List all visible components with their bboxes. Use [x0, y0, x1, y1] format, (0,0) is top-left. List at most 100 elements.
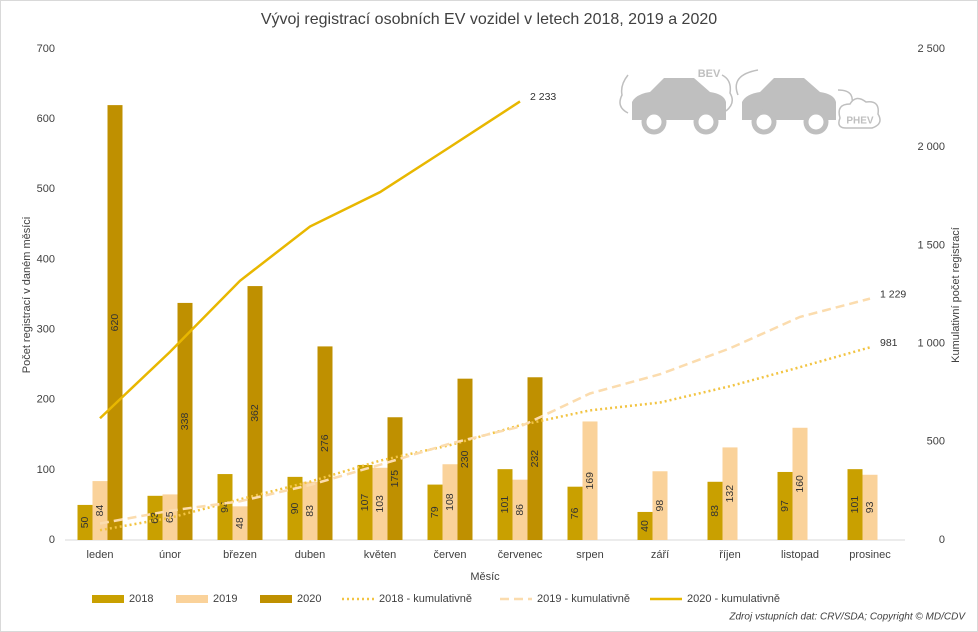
y2-tick-label: 1 000: [917, 338, 945, 350]
data-label: 90: [289, 502, 301, 514]
y2-tick-label: 2 000: [917, 141, 945, 153]
data-label: 97: [779, 500, 791, 512]
y-tick-label: 400: [37, 253, 55, 265]
y2-axis-label: Kumulativní počet registrací: [950, 227, 962, 363]
chart-title: Vývoj registrací osobních EV vozidel v l…: [261, 11, 717, 28]
y-tick-label: 600: [37, 113, 55, 125]
bar: [442, 464, 458, 540]
y-tick-label: 300: [37, 323, 55, 335]
bar: [147, 495, 163, 540]
data-label: 232: [529, 450, 541, 468]
data-label: 98: [654, 500, 666, 512]
bar: [512, 479, 528, 540]
x-tick-label: říjen: [719, 549, 740, 561]
data-label: 40: [639, 520, 651, 532]
bar: [77, 504, 93, 540]
bar: [372, 467, 388, 540]
bar: [92, 481, 108, 540]
bar: [792, 427, 808, 540]
bar: [302, 481, 318, 540]
bar: [357, 464, 373, 540]
x-tick-label: leden: [87, 549, 114, 561]
data-label: 83: [709, 505, 721, 517]
bar: [497, 469, 513, 540]
data-label: 169: [584, 472, 596, 490]
data-label: 94: [219, 501, 231, 513]
y2-tick-label: 2 500: [917, 43, 945, 55]
bar: [457, 378, 473, 540]
data-label: 362: [249, 404, 261, 422]
icon-label: PHEV: [846, 116, 874, 127]
data-label: 107: [359, 494, 371, 512]
data-label: 230: [459, 450, 471, 468]
x-tick-label: květen: [364, 549, 396, 561]
data-label: 1 229: [880, 288, 906, 300]
x-tick-label: únor: [159, 549, 181, 561]
y-tick-label: 100: [37, 464, 55, 476]
data-label: 93: [864, 501, 876, 513]
x-tick-label: září: [651, 549, 669, 561]
data-label: 981: [880, 337, 898, 349]
x-axis-label: Měsíc: [470, 571, 500, 583]
y-tick-label: 0: [49, 534, 55, 546]
x-tick-label: červen: [433, 549, 466, 561]
x-tick-label: prosinec: [849, 549, 891, 561]
bar: [862, 474, 878, 540]
data-label: 101: [499, 496, 511, 514]
data-label: 338: [179, 413, 191, 431]
data-label: 83: [304, 505, 316, 517]
legend-label: 2020: [297, 593, 321, 605]
data-label: 48: [234, 517, 246, 529]
legend-swatch: [92, 595, 124, 603]
bar: [177, 302, 193, 540]
icon-label: BEV: [698, 68, 721, 80]
data-label: 160: [794, 475, 806, 493]
x-tick-label: listopad: [781, 549, 819, 561]
data-label: 103: [374, 495, 386, 513]
x-tick-label: srpen: [576, 549, 604, 561]
legend-label: 2019: [213, 593, 237, 605]
line: [99, 100, 521, 420]
bar: [582, 421, 598, 540]
data-label: 108: [444, 493, 456, 511]
x-tick-label: duben: [295, 549, 326, 561]
bar: [567, 486, 583, 540]
data-label: 2 233: [530, 91, 556, 103]
data-label: 84: [94, 505, 106, 517]
data-label: 620: [109, 314, 121, 332]
y2-tick-label: 1 500: [917, 239, 945, 251]
data-label: 79: [429, 506, 441, 518]
y2-tick-label: 0: [939, 534, 945, 546]
bar: [777, 471, 793, 540]
bar: [387, 417, 403, 540]
legend-label: 2020 - kumulativně: [687, 593, 780, 605]
bar: [847, 469, 863, 540]
data-label: 276: [319, 434, 331, 452]
y-axis-label: Počet registrací v daném měsíci: [21, 217, 33, 374]
bar: [707, 481, 723, 540]
data-label: 76: [569, 507, 581, 519]
bar: [652, 471, 668, 540]
legend-swatch: [176, 595, 208, 603]
legend-swatch: [260, 595, 292, 603]
y-tick-label: 200: [37, 394, 55, 406]
ev-icon: BEV PHEV: [619, 68, 881, 135]
bar: [217, 474, 233, 540]
y2-tick-label: 500: [927, 436, 945, 448]
data-label: 132: [724, 485, 736, 503]
data-label: 50: [79, 516, 91, 528]
data-label: 175: [389, 470, 401, 488]
x-tick-label: březen: [223, 549, 257, 561]
bar: [232, 506, 248, 540]
data-label: 101: [849, 496, 861, 514]
bar: [107, 105, 123, 540]
data-label: 86: [514, 504, 526, 516]
bar: [287, 476, 303, 540]
bar: [247, 286, 263, 540]
x-tick-label: červenec: [498, 549, 543, 561]
y-tick-label: 500: [37, 183, 55, 195]
source: Zdroj vstupních dat: CRV/SDA; Copyright …: [728, 612, 966, 623]
line: [99, 297, 871, 525]
legend-label: 2018: [129, 593, 153, 605]
